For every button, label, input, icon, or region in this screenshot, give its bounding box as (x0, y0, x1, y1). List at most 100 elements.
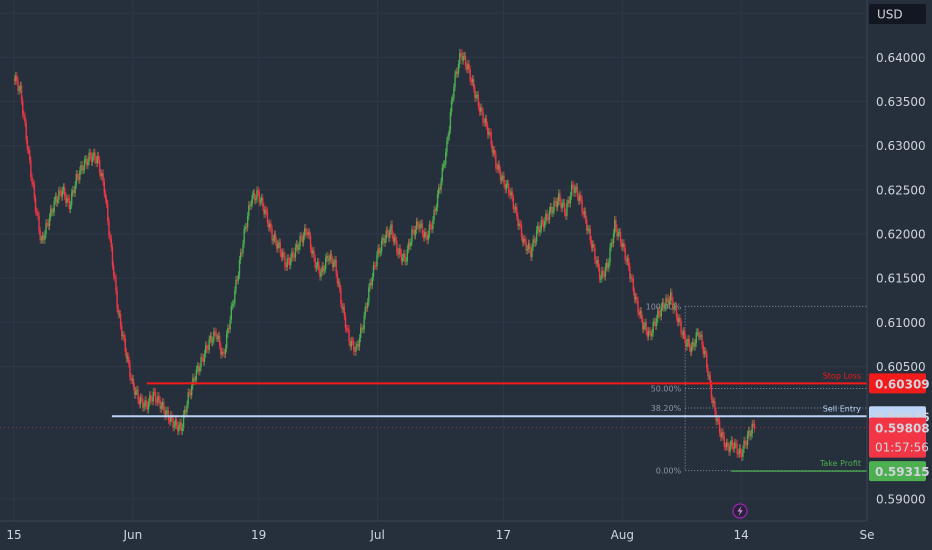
candle-down (257, 190, 259, 193)
candle-up (328, 259, 330, 261)
candle-down (115, 278, 117, 291)
candle-down (81, 164, 83, 171)
candle-up (379, 251, 382, 253)
candle-up (181, 427, 184, 431)
candle-down (140, 397, 143, 399)
candle-up (651, 332, 653, 337)
candle-up (372, 265, 375, 277)
candle-down (542, 222, 545, 228)
candle-up (166, 410, 168, 412)
candle-up (569, 195, 572, 204)
candle-down (26, 139, 29, 150)
candle-down (311, 248, 313, 254)
candle-down (672, 300, 674, 310)
candle-up (610, 242, 612, 248)
candle-up (743, 440, 745, 450)
fib-level-label: 50.00% (651, 385, 682, 394)
candle-up (608, 261, 610, 269)
candle-up (382, 238, 384, 241)
candle-up (87, 161, 89, 166)
candle-down (156, 401, 158, 403)
candle-down (400, 252, 403, 262)
time-axis-panel[interactable] (0, 521, 932, 550)
candle-up (237, 275, 240, 281)
candle-up (570, 184, 573, 196)
candle-down (116, 290, 118, 309)
candle-down (222, 351, 224, 353)
candle-up (462, 56, 464, 61)
candle-down (55, 196, 58, 203)
candle-down (117, 308, 119, 315)
candle-up (630, 277, 632, 279)
candle-up (539, 229, 541, 233)
candle-down (623, 243, 625, 248)
candle-down (109, 235, 111, 239)
candle-up (609, 247, 611, 262)
price-tick-label: 0.61500 (876, 272, 926, 286)
candle-up (195, 369, 198, 380)
candle-up (58, 190, 60, 200)
candle-down (89, 152, 92, 156)
candle-down (351, 340, 354, 342)
candle-up (526, 249, 529, 251)
candle-down (399, 248, 401, 253)
candle-down (573, 185, 575, 193)
currency-badge[interactable] (869, 4, 926, 24)
candle-up (746, 434, 749, 446)
candle-up (414, 229, 417, 236)
lightning-icon[interactable] (732, 503, 748, 519)
candle-down (68, 198, 71, 210)
candle-up (199, 367, 201, 372)
candle-down (620, 242, 623, 247)
candle-up (562, 202, 565, 204)
candle-up (84, 159, 87, 161)
candle-up (290, 257, 292, 266)
price-axis-panel[interactable] (867, 0, 932, 550)
candle-up (614, 219, 616, 234)
candle-down (477, 95, 480, 107)
candle-down (572, 184, 574, 186)
candle-up (678, 318, 680, 323)
candle-down (65, 196, 67, 203)
candle-up (457, 63, 460, 74)
candle-up (535, 229, 538, 242)
candle-down (546, 213, 548, 219)
candle-up (227, 328, 229, 334)
candle-up (221, 351, 223, 355)
candle-down (163, 402, 165, 411)
candle-down (236, 279, 238, 281)
candle-up (420, 223, 422, 225)
candle-up (579, 195, 581, 201)
candle-up (674, 306, 677, 308)
candle-down (706, 353, 708, 369)
candle-down (753, 423, 756, 429)
candle-up (74, 184, 76, 194)
candle-down (498, 164, 501, 171)
candle-up (18, 89, 20, 91)
candle-down (151, 400, 153, 402)
candle-up (552, 210, 554, 213)
candle-up (196, 366, 199, 370)
candle-down (580, 195, 582, 200)
candle-up (333, 262, 335, 268)
candle-down (646, 331, 649, 337)
candle-up (366, 301, 369, 308)
candle-up (244, 226, 247, 230)
candle-down (524, 238, 526, 242)
candle-down (636, 297, 638, 301)
candle-up (61, 190, 64, 197)
candle-down (504, 183, 506, 190)
candle-up (453, 87, 455, 98)
time-tick-label: 15 (6, 528, 21, 542)
candle-up (40, 239, 43, 241)
candle-up (488, 132, 490, 135)
candle-down (357, 344, 360, 347)
candle-up (136, 389, 138, 391)
candle-down (391, 224, 393, 236)
candle-up (229, 319, 231, 330)
candle-up (699, 336, 701, 338)
candle-down (33, 184, 36, 199)
fib-level-label: 0.00% (656, 467, 682, 476)
